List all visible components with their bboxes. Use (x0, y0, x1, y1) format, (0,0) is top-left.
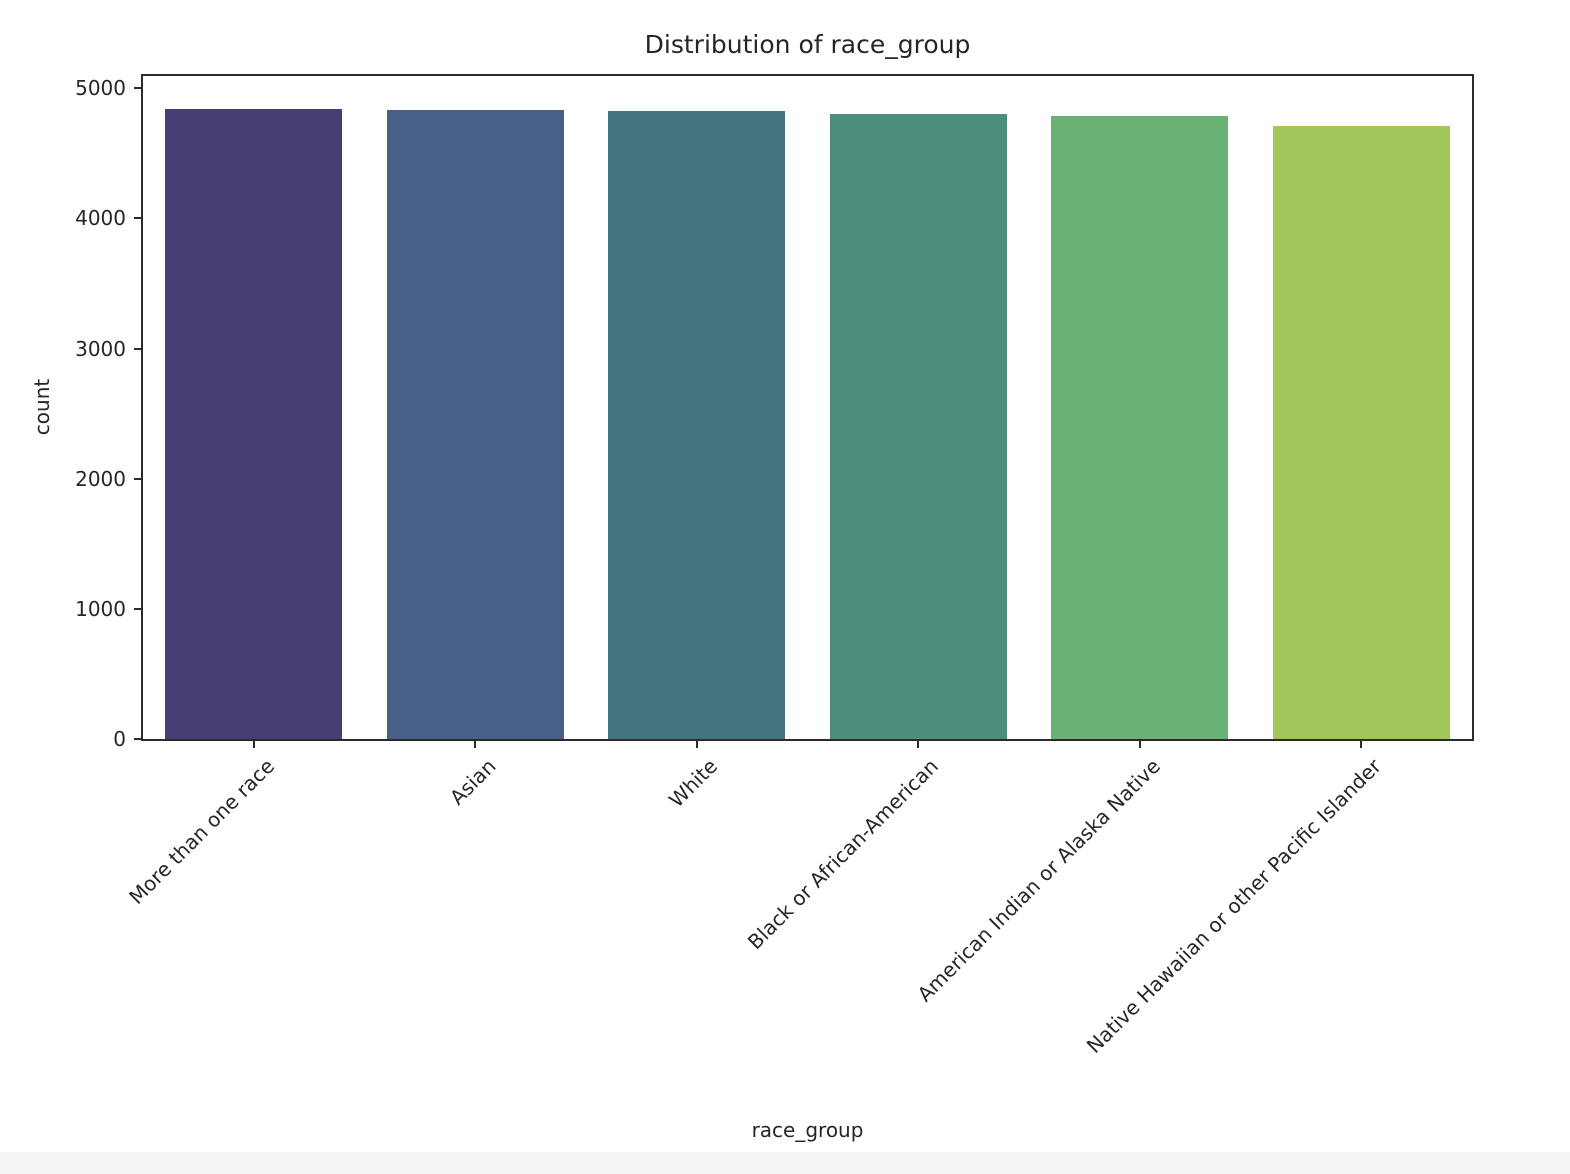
y-axis-label: count (30, 378, 54, 436)
y-tick-mark (134, 607, 143, 610)
bar-6 (1272, 126, 1450, 739)
x-tick-label: More than one race (123, 754, 279, 909)
y-tick-mark (134, 87, 143, 90)
chart-title: Distribution of race_group (644, 30, 971, 59)
plot-area (141, 74, 1474, 741)
bar-5 (1051, 115, 1229, 739)
bar-3 (608, 111, 786, 739)
y-tick-label: 2000 (75, 466, 126, 491)
x-tick-label: White (663, 754, 722, 813)
bar-1 (165, 108, 343, 739)
x-tick-mark (474, 739, 477, 748)
x-tick-mark (917, 739, 920, 748)
y-tick-label: 3000 (75, 336, 126, 361)
x-axis-label: race_group (751, 1118, 864, 1142)
y-tick-label: 0 (113, 727, 126, 751)
y-tick-mark (134, 347, 143, 350)
x-tick-mark (252, 739, 255, 748)
x-tick-mark (1138, 739, 1141, 748)
y-tick-mark (134, 217, 143, 220)
bar-4 (829, 114, 1007, 739)
bar-2 (386, 110, 564, 739)
window-bottom-edge (0, 1152, 1570, 1174)
x-tick-mark (695, 739, 698, 748)
y-tick-mark (134, 738, 143, 740)
x-tick-mark (1360, 739, 1363, 748)
x-tick-label: Black or African-American (743, 754, 944, 955)
y-tick-label: 1000 (75, 596, 126, 621)
y-tick-mark (134, 477, 143, 480)
y-tick-label: 4000 (75, 206, 126, 231)
x-tick-label: Asian (444, 754, 501, 810)
x-tick-label: American Indian or Alaska Native (912, 754, 1165, 1007)
y-tick-label: 5000 (75, 76, 126, 101)
